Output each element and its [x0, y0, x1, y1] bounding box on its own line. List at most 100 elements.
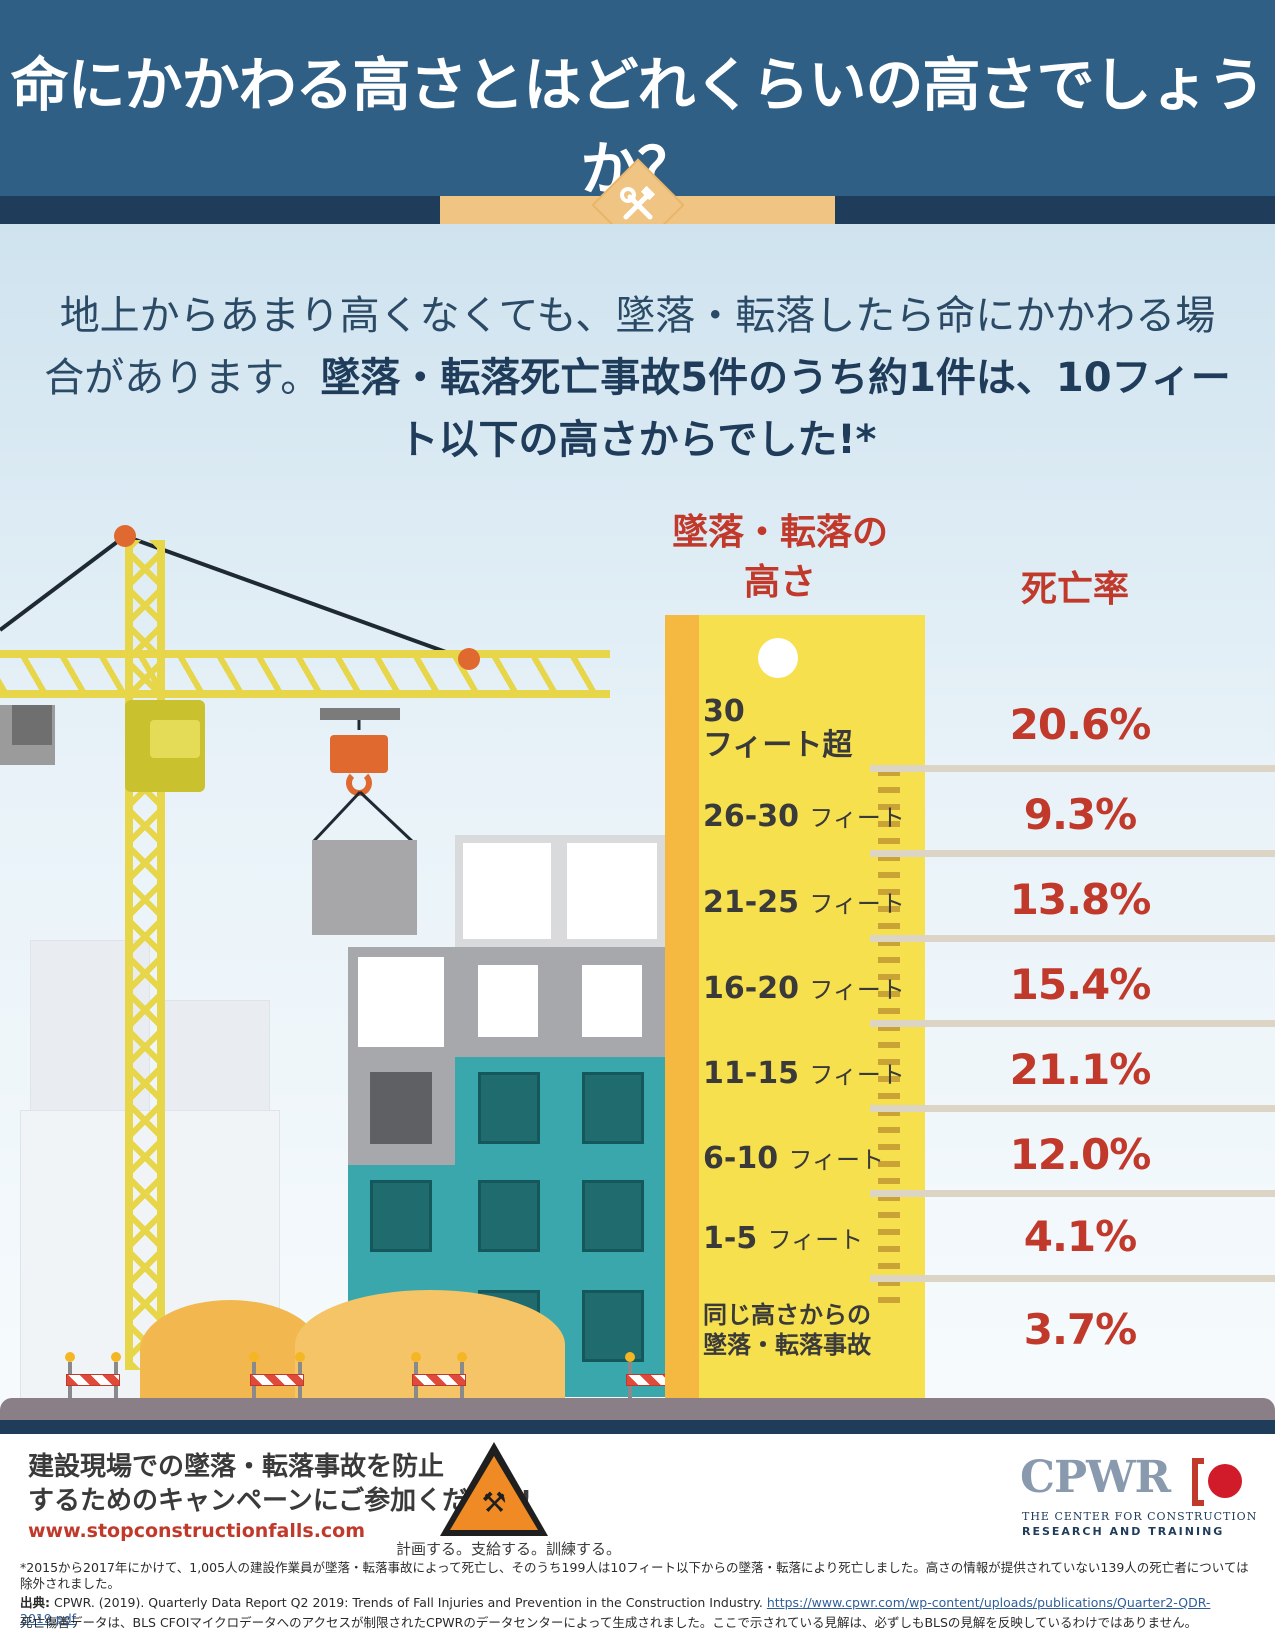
barrier-light-icon: [411, 1352, 421, 1362]
height-label-line2: フィート超: [703, 728, 853, 763]
ruler-tick: [878, 1144, 900, 1150]
building-window: [478, 1180, 540, 1252]
fatality-rate: 9.3%: [1023, 790, 1137, 839]
footer: [0, 1434, 1275, 1650]
ruler-tick: [878, 770, 900, 776]
ruler-tick: [878, 1229, 900, 1235]
building-window: [370, 1180, 432, 1252]
building-window: [582, 1180, 644, 1252]
height-unit: フィート: [788, 1146, 885, 1174]
page-title: 命にかかわる高さとはどれくらいの高さでしょうか？: [10, 51, 1265, 203]
ruler-tick: [878, 1178, 900, 1184]
ruler-tick: [878, 1008, 900, 1014]
cpwr-logo: CPWR: [1020, 1452, 1171, 1503]
ruler-tick: [878, 923, 900, 929]
height-range: 21-25: [703, 885, 799, 920]
building-window: [582, 965, 642, 1037]
crane-cables: [0, 534, 469, 730]
ruler-tick: [878, 1297, 900, 1303]
building-window: [582, 1290, 644, 1362]
ruler-tick: [878, 974, 900, 980]
warning-sign-fill: [450, 1456, 538, 1530]
intro-text: 地上からあまり高くなくても、墜落・転落したら命にかかわる場合があります。墜落・転…: [40, 285, 1235, 471]
fatality-rate: 13.8%: [1009, 875, 1152, 924]
height-unit: フィート: [809, 1061, 905, 1089]
fatality-rate: 15.4%: [1009, 960, 1152, 1009]
ruler-tick: [878, 1059, 900, 1065]
height-unit: フィート: [809, 976, 905, 1004]
ruler-tick: [878, 804, 900, 810]
height-label: 同じ高さからの 墜落・転落事故: [703, 1300, 871, 1360]
crane-jib: [0, 650, 610, 698]
height-range: 26-30: [703, 799, 799, 834]
crane-trolley: [320, 708, 400, 720]
barrier-light-icon: [295, 1352, 305, 1362]
ruler-tick: [878, 1195, 900, 1201]
row-divider: [870, 850, 1275, 857]
barrier-light-icon: [249, 1352, 259, 1362]
road-barrier: [66, 1374, 120, 1386]
height-label-line1: 30: [703, 694, 745, 729]
rate-column-header: 死亡率: [1020, 569, 1129, 610]
building-window: [358, 957, 444, 1047]
height-label: 16-20 フィート: [703, 972, 905, 1007]
ruler-tick: [878, 787, 900, 793]
height-label: 21-25 フィート: [703, 886, 905, 921]
intro-emphasis: 墜落・転落死亡事故5件のうち約1件は、10フィート以下の高さからでした!*: [320, 355, 1231, 463]
data-disclaimer: 死亡傷害データは、BLS CFOIマイクロデータへのアクセスが制限されたCPWR…: [20, 1615, 1198, 1630]
cpwr-logo-dot: [1208, 1464, 1242, 1498]
cpwr-subtitle-1: THE CENTER FOR CONSTRUCTION: [1022, 1510, 1258, 1523]
campaign-link[interactable]: www.stopconstructionfalls.com: [28, 1520, 366, 1542]
campaign-line1: 建設現場での墜落・転落事故を防止: [28, 1452, 445, 1482]
ruler-tick: [878, 1280, 900, 1286]
ruler-tick: [878, 1246, 900, 1252]
ground: [0, 1398, 1275, 1424]
building-window: [478, 1072, 540, 1144]
ruler-tick: [878, 1042, 900, 1048]
crane-jib-pin: [458, 648, 480, 670]
ruler-tick: [878, 1025, 900, 1031]
worker-figure-icon: ⚒: [481, 1486, 507, 1519]
height-label: 6-10 フィート: [703, 1142, 884, 1177]
fatality-rate: 21.1%: [1009, 1045, 1152, 1094]
cpwr-logo-bracket: [1192, 1458, 1204, 1506]
barrier-light-icon: [65, 1352, 75, 1362]
row-divider: [870, 1105, 1275, 1112]
source-text: CPWR. (2019). Quarterly Data Report Q2 2…: [53, 1595, 763, 1610]
height-unit: フィート: [767, 1226, 864, 1254]
source-label: 出典:: [20, 1595, 50, 1610]
barrier-light-icon: [457, 1352, 467, 1362]
hanging-crate: [312, 840, 417, 935]
height-label: 11-15 フィート: [703, 1057, 905, 1092]
ruler-tick: [878, 1212, 900, 1218]
ruler-tick: [878, 1093, 900, 1099]
height-label-line1: 同じ高さからの: [703, 1301, 871, 1329]
height-range: 11-15: [703, 1056, 799, 1091]
ruler-tick: [878, 991, 900, 997]
building-window: [582, 1072, 644, 1144]
ruler-tick: [878, 889, 900, 895]
height-header-line2: 高さ: [743, 562, 816, 603]
source-link[interactable]: https://www.cpwr.com/wp-content/uploads/…: [20, 1595, 1211, 1626]
height-label: 26-30 フィート: [703, 800, 905, 835]
crane-counterweight-top: [12, 705, 52, 745]
source-citation: 出典: CPWR. (2019). Quarterly Data Report …: [20, 1595, 1260, 1627]
height-range: 6-10: [703, 1141, 779, 1176]
building-window: [567, 843, 657, 939]
fatality-rate: 3.7%: [1023, 1305, 1137, 1354]
height-column-header: 墜落・転落の 高さ: [650, 508, 910, 608]
ruler-tick: [878, 821, 900, 827]
row-divider: [870, 1190, 1275, 1197]
height-label-line2: 墜落・転落事故: [703, 1331, 871, 1359]
height-label: 1-5 フィート: [703, 1222, 863, 1257]
height-header-line1: 墜落・転落の: [671, 512, 888, 553]
ruler-tick: [878, 957, 900, 963]
crane-cab-window: [150, 720, 200, 758]
ruler-tick: [878, 872, 900, 878]
row-divider: [870, 1020, 1275, 1027]
ruler-tick: [878, 855, 900, 861]
height-label: 30 フィート超: [703, 695, 852, 763]
height-range: 16-20: [703, 971, 799, 1006]
intro-lead: 地上からあまり高くなくても、墜落・転落したら命にかかわる場合があります。: [44, 293, 1216, 401]
footer-divider: [0, 1420, 1275, 1434]
